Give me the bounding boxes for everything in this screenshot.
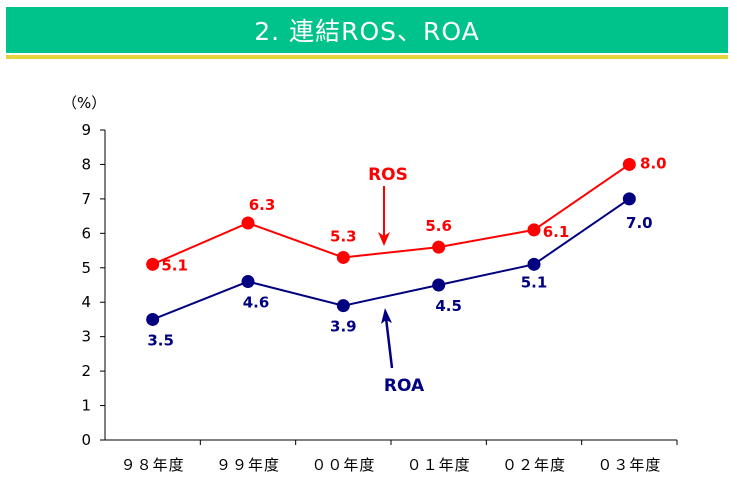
- ros-data-label: 8.0: [640, 154, 667, 172]
- ros-point: [527, 223, 541, 237]
- ros-point: [241, 216, 255, 230]
- x-tick-label: ０１年度: [407, 456, 471, 474]
- y-tick-label: 8: [81, 155, 91, 173]
- x-tick-label: ０３年度: [597, 456, 661, 474]
- ros-series-name: ROS: [368, 165, 408, 185]
- roa-series-name: ROA: [384, 376, 425, 396]
- page-title: 2. 連結ROS、ROA: [254, 17, 480, 46]
- y-tick-label: 1: [81, 397, 91, 415]
- y-tick-label: 0: [81, 431, 91, 449]
- x-tick-label: ００年度: [311, 456, 375, 474]
- x-tick-label: ９８年度: [121, 456, 185, 474]
- pointer-arrows: [378, 186, 394, 369]
- ros-point: [622, 157, 636, 171]
- ros-data-label: 5.3: [330, 227, 357, 245]
- series-line-roa: [152, 198, 630, 321]
- series-points: [146, 157, 636, 326]
- series-line-ros: [152, 163, 630, 266]
- y-tick-label: 3: [81, 328, 91, 346]
- x-tick-label: ９９年度: [216, 456, 280, 474]
- roa-point: [432, 278, 446, 292]
- y-unit-label: （%）: [62, 94, 106, 112]
- ros-data-label: 6.1: [543, 223, 570, 241]
- ros-point: [146, 257, 160, 271]
- ros-data-label: 6.3: [249, 196, 276, 214]
- ros-arrow-head: [378, 232, 390, 246]
- series-lines: [152, 163, 630, 321]
- title-bar: 2. 連結ROS、ROA: [6, 7, 728, 53]
- ros-point: [336, 250, 350, 264]
- roa-data-label: 4.5: [435, 297, 462, 315]
- roa-data-label: 3.5: [147, 331, 174, 349]
- ros-point: [432, 240, 446, 254]
- roa-point: [146, 312, 160, 326]
- y-tick-label: 5: [81, 259, 91, 277]
- ros-data-label: 5.6: [425, 217, 452, 235]
- y-tick-label: 9: [81, 121, 91, 139]
- roa-data-label: 3.9: [330, 318, 357, 336]
- roa-point: [336, 299, 350, 313]
- series-names: ROS ROA: [368, 165, 425, 396]
- x-tick-label: ０２年度: [502, 456, 566, 474]
- roa-point: [527, 257, 541, 271]
- axes: 0 1 2 3 4 5 6 7 8 9 ９８年度 ９９年度 ００年度 ０１年度 ０２年度 ０３年度: [81, 121, 678, 474]
- y-tick-label: 4: [81, 293, 91, 311]
- y-tick-label: 7: [81, 190, 91, 208]
- roa-point: [241, 275, 255, 289]
- ros-data-label: 5.1: [161, 256, 188, 274]
- roa-pointer-arrow: [384, 317, 394, 369]
- data-labels: 5.1 6.3 5.3 5.6 6.1 8.0 3.5 4.6 3.9 4.5 5.1 7.0: [147, 154, 666, 349]
- roa-data-label: 7.0: [626, 214, 653, 232]
- roa-point: [622, 192, 636, 206]
- roa-data-label: 4.6: [243, 294, 270, 312]
- title-underline: [6, 55, 728, 59]
- y-tick-label: 6: [81, 224, 91, 242]
- roa-arrow-head: [381, 308, 392, 324]
- roa-data-label: 5.1: [521, 273, 548, 291]
- y-tick-label: 2: [81, 362, 91, 380]
